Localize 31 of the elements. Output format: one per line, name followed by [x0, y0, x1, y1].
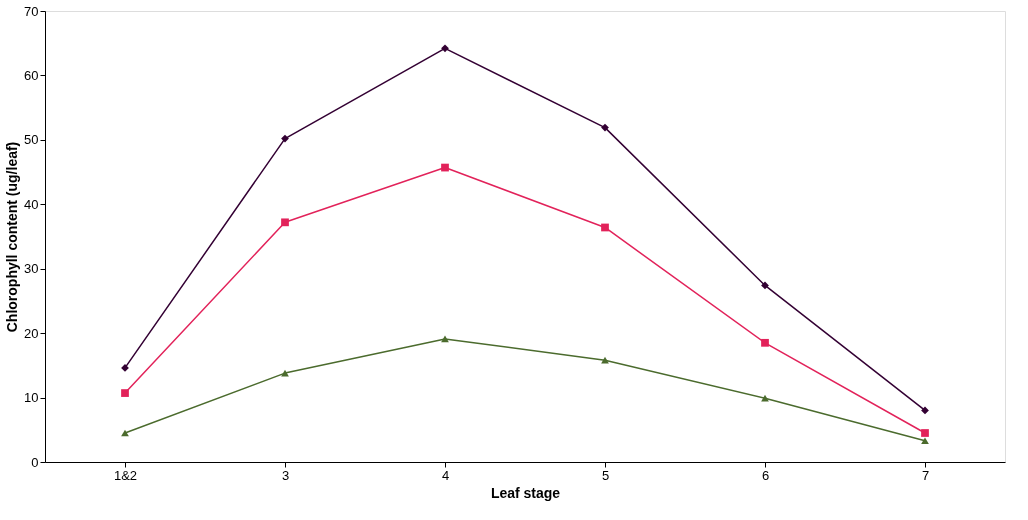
- point: [441, 163, 449, 172]
- point: [281, 218, 289, 227]
- x-tick-label: 7: [921, 467, 930, 483]
- point: [121, 389, 129, 397]
- y-tick-label: 40: [24, 196, 39, 212]
- y-tick-label: 10: [24, 390, 39, 406]
- point: [921, 406, 929, 415]
- x-axis-title: Leaf stage: [490, 484, 561, 501]
- point: [601, 123, 609, 132]
- point: [761, 338, 769, 347]
- point: [921, 437, 929, 445]
- x-tick-label: 5: [601, 467, 610, 483]
- point: [441, 335, 449, 343]
- y-tick-label: 60: [24, 67, 39, 83]
- x-tick-label: 6: [761, 467, 770, 483]
- point: [281, 134, 289, 143]
- y-axis-title: Chlorophyll content (ug/leaf): [4, 141, 21, 333]
- point: [761, 394, 769, 402]
- point: [441, 44, 449, 53]
- y-tick-label: 20: [24, 325, 39, 341]
- y-tick-label: 50: [24, 132, 39, 148]
- point: [601, 356, 609, 364]
- point: [921, 429, 929, 437]
- point: [601, 223, 609, 232]
- point: [761, 281, 769, 290]
- y-tick-label: 0: [31, 454, 39, 470]
- x-tick-label: 3: [281, 467, 290, 483]
- x-tick-label: 1&2: [113, 467, 138, 483]
- y-tick-label: 30: [24, 261, 39, 277]
- y-tick-label: 70: [24, 3, 39, 19]
- x-tick-label: 4: [441, 467, 450, 483]
